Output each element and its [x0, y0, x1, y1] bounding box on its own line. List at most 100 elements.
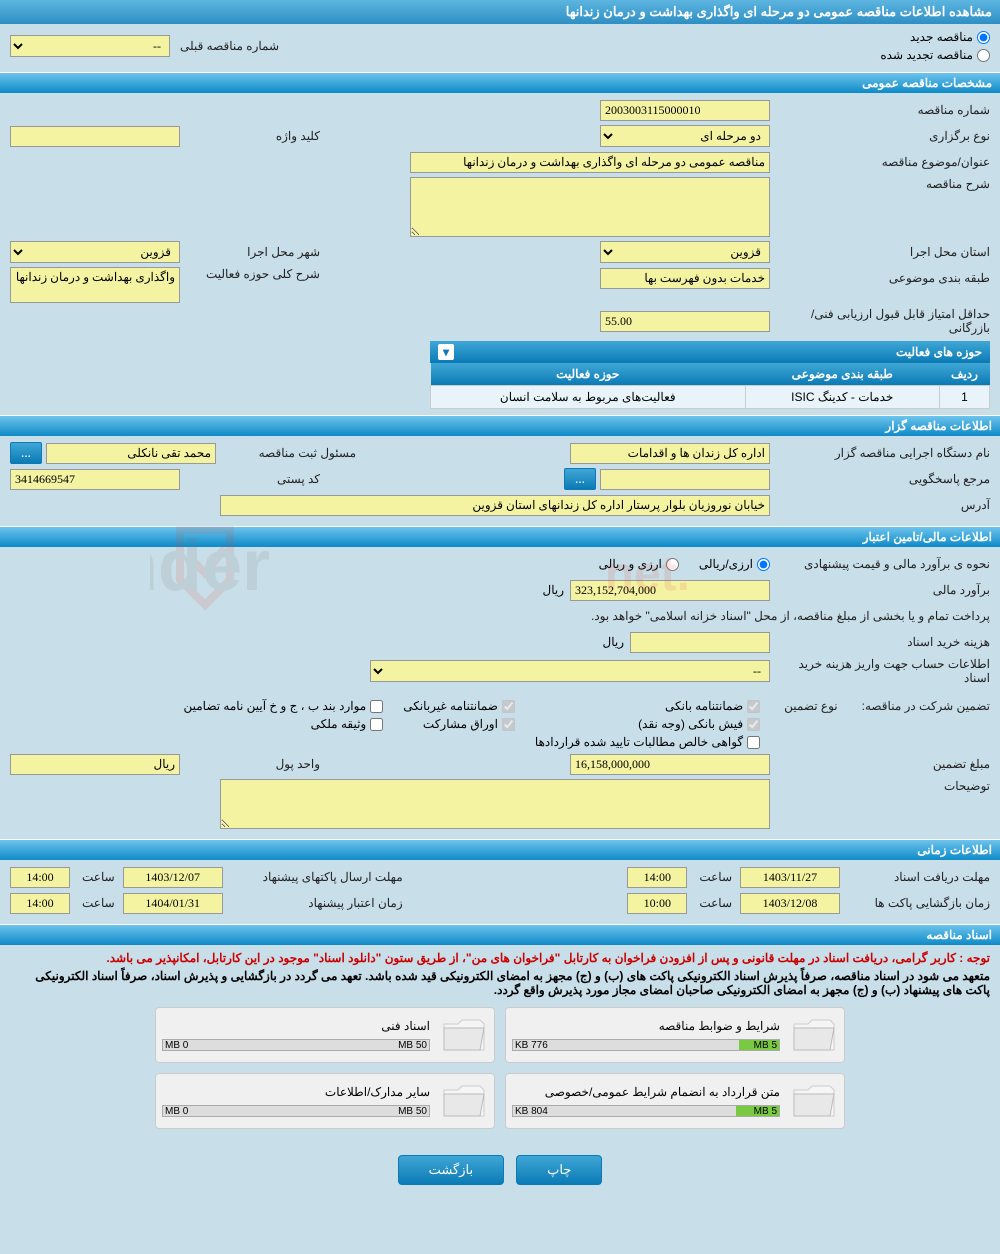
- org-input: [570, 443, 770, 464]
- doc-cost-input[interactable]: [630, 632, 770, 653]
- radio-renewed-label: مناقصه تجدید شده: [880, 48, 973, 62]
- notes-label: توضیحات: [770, 779, 990, 793]
- registrar-input: [46, 443, 216, 464]
- city-select[interactable]: قزوین: [10, 241, 180, 263]
- file-card[interactable]: متن قرارداد به انضمام شرایط عمومی/خصوصی5…: [505, 1073, 845, 1129]
- cell-classification: خدمات - کدینگ ISIC: [745, 386, 939, 409]
- file-used: 0 MB: [165, 1106, 188, 1116]
- description-textarea[interactable]: [410, 177, 770, 237]
- activity-table: ردیف طبقه بندی موضوعی حوزه فعالیت 1خدمات…: [430, 363, 990, 409]
- chk-bond[interactable]: موارد بند ب ، ج و خ آیین نامه تضامین: [184, 699, 384, 713]
- bid-open-label: زمان بازگشایی پاکت ها: [840, 896, 990, 910]
- chk-property[interactable]: وثیقه ملکی: [184, 717, 384, 731]
- support-input[interactable]: [600, 469, 770, 490]
- cell-row: 1: [940, 386, 990, 409]
- postcode-label: کد پستی: [180, 472, 320, 486]
- radio-renewed-input[interactable]: [977, 49, 990, 62]
- prev-number-label: شماره مناقصه قبلی: [176, 39, 279, 53]
- buyer-header: اطلاعات مناقصه گزار: [0, 415, 1000, 436]
- collapse-icon[interactable]: ▾: [438, 344, 454, 360]
- prev-number-select[interactable]: --: [10, 35, 170, 57]
- file-card[interactable]: سایر مدارک/اطلاعات 50 MB0 MB: [155, 1073, 495, 1129]
- time-lbl3: ساعت: [695, 896, 732, 910]
- activity-scope-label: شرح کلی حوزه فعالیت: [180, 267, 320, 281]
- chk-nonbank-guarantee[interactable]: ضمانتنامه غیربانکی: [403, 699, 515, 713]
- number-input: [600, 100, 770, 121]
- currency-unit-input: [10, 754, 180, 775]
- radio-new-tender[interactable]: مناقصه جدید: [880, 30, 990, 44]
- file-title: اسناد فنی: [162, 1019, 430, 1033]
- chk-securities[interactable]: اوراق مشارکت: [403, 717, 515, 731]
- validity-time[interactable]: [10, 893, 70, 914]
- file-total: 5 MB: [754, 1106, 777, 1116]
- warning-line1: توجه : کاربر گرامی، دریافت اسناد در مهلت…: [10, 951, 990, 965]
- min-score-input[interactable]: [600, 311, 770, 332]
- validity-label: زمان اعتبار پیشنهاد: [223, 896, 403, 910]
- file-bar: 5 MB776 KB: [512, 1039, 780, 1051]
- doc-receive-date[interactable]: [740, 867, 840, 888]
- file-used: 0 MB: [165, 1040, 188, 1050]
- support-more-button[interactable]: ...: [564, 468, 596, 490]
- classification-label: طبقه بندی موضوعی: [770, 271, 990, 285]
- print-button[interactable]: چاپ: [516, 1155, 602, 1185]
- cell-area: فعالیت‌های مربوط به سلامت انسان: [431, 386, 746, 409]
- chk-bank-guarantee[interactable]: ضمانتنامه بانکی: [535, 699, 760, 713]
- guarantee-type-label: نوع تضمین: [780, 699, 837, 713]
- warning-line2: متعهد می شود در اسناد مناقصه، صرفاً پذیر…: [10, 969, 990, 997]
- file-bar: 50 MB0 MB: [162, 1039, 430, 1051]
- account-label: اطلاعات حساب جهت واریز هزینه خرید اسناد: [770, 657, 990, 685]
- folder-icon: [790, 1080, 838, 1122]
- chk-bank-receipt[interactable]: فیش بانکی (وجه نقد): [535, 717, 760, 731]
- file-card[interactable]: اسناد فنی 50 MB0 MB: [155, 1007, 495, 1063]
- guarantee-amount-input[interactable]: [570, 754, 770, 775]
- radio-new-input[interactable]: [977, 31, 990, 44]
- validity-date[interactable]: [123, 893, 223, 914]
- radio-new-label: مناقصه جدید: [910, 30, 973, 44]
- radio-fx[interactable]: ارزی و ریالی: [599, 557, 679, 571]
- estimate-input[interactable]: [570, 580, 770, 601]
- description-label: شرح مناقصه: [770, 177, 990, 191]
- doc-receive-time[interactable]: [627, 867, 687, 888]
- title-label: عنوان/موضوع مناقصه: [770, 155, 990, 169]
- radio-rial[interactable]: ارزی/ریالی: [699, 557, 770, 571]
- chk-contract-receivable[interactable]: گواهی خالص مطالبات تایید شده قراردادها: [535, 735, 760, 749]
- time-lbl4: ساعت: [78, 896, 115, 910]
- doc-cost-label: هزینه خرید اسناد: [770, 635, 990, 649]
- type-label: نوع برگزاری: [770, 129, 990, 143]
- keyword-input[interactable]: [10, 126, 180, 147]
- account-select[interactable]: --: [370, 660, 770, 682]
- folder-icon: [440, 1014, 488, 1056]
- col-row: ردیف: [940, 363, 990, 386]
- financial-header: اطلاعات مالی/تامین اعتبار: [0, 526, 1000, 547]
- payment-note: پرداخت تمام و یا بخشی از مبلغ مناقصه، از…: [587, 609, 990, 623]
- bid-open-date[interactable]: [740, 893, 840, 914]
- type-select[interactable]: دو مرحله ای: [600, 125, 770, 147]
- bid-submit-date[interactable]: [123, 867, 223, 888]
- postcode-input[interactable]: [10, 469, 180, 490]
- city-label: شهر محل اجرا: [180, 245, 320, 259]
- file-bar: 50 MB0 MB: [162, 1105, 430, 1117]
- min-score-label: حداقل امتیاز قابل قبول ارزیابی فنی/بازرگ…: [770, 307, 990, 335]
- activity-areas-subheader: حوزه های فعالیت ▾: [430, 341, 990, 363]
- radio-renewed-tender[interactable]: مناقصه تجدید شده: [880, 48, 990, 62]
- registrar-more-button[interactable]: ...: [10, 442, 42, 464]
- province-select[interactable]: قزوین: [600, 241, 770, 263]
- activity-scope-value: واگذاری بهداشت و درمان زندانها: [10, 267, 180, 303]
- file-title: سایر مدارک/اطلاعات: [162, 1085, 430, 1099]
- page-title: مشاهده اطلاعات مناقصه عمومی دو مرحله ای …: [0, 0, 1000, 24]
- file-used: 776 KB: [515, 1040, 548, 1050]
- title-input[interactable]: [410, 152, 770, 173]
- address-input[interactable]: [220, 495, 770, 516]
- registrar-label: مسئول ثبت مناقصه: [216, 446, 356, 460]
- back-button[interactable]: بازگشت: [398, 1155, 504, 1185]
- folder-icon: [790, 1014, 838, 1056]
- currency-label2: ریال: [602, 635, 624, 649]
- notes-textarea[interactable]: [220, 779, 770, 829]
- bid-submit-time[interactable]: [10, 867, 70, 888]
- classification-input: [600, 268, 770, 289]
- bid-open-time[interactable]: [627, 893, 687, 914]
- time-lbl1: ساعت: [695, 870, 732, 884]
- number-label: شماره مناقصه: [770, 103, 990, 117]
- support-label: مرجع پاسخگویی: [770, 472, 990, 486]
- file-card[interactable]: شرایط و ضوابط مناقصه5 MB776 KB: [505, 1007, 845, 1063]
